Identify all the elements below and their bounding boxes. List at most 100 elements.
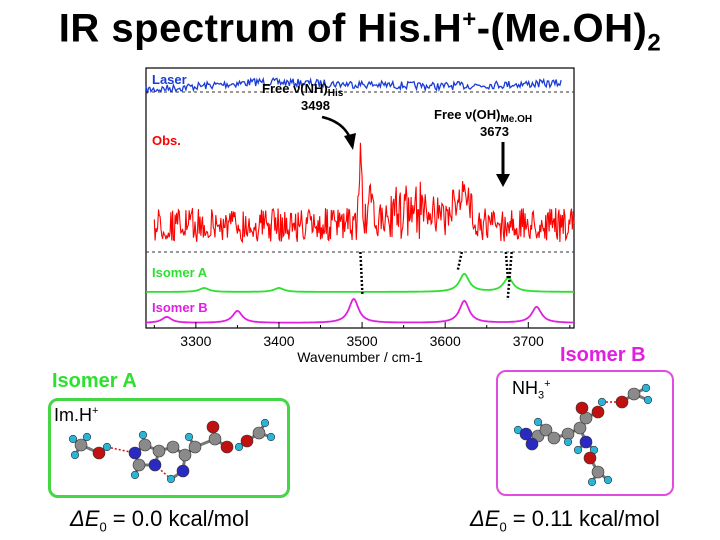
mol-b-atom-11 (579, 435, 593, 449)
annotation-nh-sub: His (328, 88, 344, 99)
mol-a-atom-8 (138, 430, 148, 440)
mol-b-atom-5 (547, 431, 561, 445)
mol-b-atom-4 (539, 423, 553, 437)
isomer-b-panel: NH3+ (496, 370, 674, 496)
mol-a-atom-12 (130, 470, 140, 480)
correlation-line-0 (359, 251, 364, 296)
isomer-a-title: Isomer A (52, 370, 137, 392)
mol-a-atom-19 (176, 464, 190, 478)
mol-b-atom-21 (603, 475, 613, 485)
mol-a-atom-1 (68, 434, 78, 444)
mol-a-atom-5 (102, 442, 112, 452)
panel-dividers (146, 91, 574, 253)
mol-a-atom-17 (206, 420, 220, 434)
isomer-b-group-label: NH3+ (512, 378, 551, 402)
series-label-obs: Obs. (152, 133, 181, 148)
isomer-b-title: Isomer B (560, 344, 646, 366)
mol-b-atom-15 (615, 395, 629, 409)
x-axis-ticks: 3300 3400 3500 3600 3700 (153, 322, 571, 349)
mol-a-atom-9 (152, 444, 166, 458)
isomer-b-energy-sub: 0 (499, 519, 507, 535)
mol-a-atom-22 (240, 434, 254, 448)
isomer-a-energy-value: = 0.0 kcal/mol (106, 506, 250, 531)
x-tick-label-3700: 3700 (513, 333, 544, 349)
mol-a-atom-25 (266, 432, 276, 442)
isomer-a-group-label: Im.H+ (54, 405, 98, 426)
laser-trace (145, 76, 562, 94)
annotation-nh-value: 3498 (301, 98, 330, 113)
mol-b-atom-23 (533, 417, 543, 427)
isomer-b-trace (146, 297, 574, 324)
page-title: IR spectrum of His.H+-(Me.OH)2 (0, 6, 720, 57)
mol-a-atom-3 (82, 432, 92, 442)
mol-a-atom-11 (132, 458, 146, 472)
isomer-b-energy: ΔE0 = 0.11 kcal/mol (470, 506, 660, 534)
annotation-free-nh: Free ν(NH)His 3498 (262, 81, 356, 150)
mol-a-atom-15 (188, 440, 202, 454)
mol-a-atom-13 (166, 440, 180, 454)
title-middle: -(Me.OH) (476, 6, 648, 51)
isomer-a-panel: Im.H+ (48, 398, 290, 498)
correlation-line-2 (504, 251, 510, 279)
isomer-a-label: Im.H (54, 405, 92, 425)
x-tick-label-3600: 3600 (430, 333, 461, 349)
isomer-b-charge: + (544, 378, 551, 390)
correlation-line-3 (506, 251, 513, 301)
mol-b-atom-7 (573, 421, 587, 435)
mol-b-atom-16 (627, 387, 641, 401)
isomer-b-energy-prefix: ΔE (470, 506, 500, 531)
isomer-b-structure (513, 383, 653, 487)
mol-a-atom-26 (234, 442, 244, 452)
x-axis-label: Wavenumber / cm-1 (297, 349, 423, 365)
isomer-a-energy: ΔE0 = 0.0 kcal/mol (70, 506, 249, 534)
isomer-a-trace (146, 272, 574, 293)
isomer-b-label-sub: 3 (538, 389, 545, 402)
mol-b-atom-13 (573, 445, 583, 455)
mol-a-atom-2 (70, 450, 80, 460)
mol-a-hbond-0 (106, 446, 136, 454)
annotation-oh-sub: Me.OH (500, 114, 532, 125)
mol-b-atom-22 (587, 477, 597, 487)
mol-a-atom-6 (128, 446, 142, 460)
mol-a-atom-20 (166, 474, 176, 484)
title-charge: + (462, 6, 477, 33)
x-tick-label-3500: 3500 (346, 333, 377, 349)
isomer-b-energy-value: = 0.11 kcal/mol (506, 506, 660, 531)
mol-b-atom-20 (591, 465, 605, 479)
x-tick-label-3400: 3400 (263, 333, 294, 349)
isomer-a-charge: + (92, 405, 99, 417)
annotation-nh-label: Free ν(NH) (262, 81, 328, 96)
isomer-a-energy-prefix: ΔE (70, 506, 100, 531)
mol-a-atom-21 (184, 432, 194, 442)
isomer-b-label: NH (512, 378, 538, 398)
mol-a-atom-14 (178, 448, 192, 462)
spectra-layer (145, 76, 575, 324)
annotation-free-oh: Free ν(OH)Me.OH 3673 (434, 107, 532, 187)
mol-b-atom-3 (525, 437, 539, 451)
mol-a-atom-23 (252, 426, 266, 440)
correlation-line-1 (456, 251, 464, 271)
mol-a-atom-0 (74, 438, 88, 452)
mol-a-atom-4 (92, 446, 106, 460)
mol-b-atom-1 (519, 427, 533, 441)
isomer-a-energy-sub: 0 (99, 519, 107, 535)
mol-a-atom-16 (208, 432, 222, 446)
series-label-isomer-b: Isomer B (152, 300, 208, 315)
series-label-isomer-a: Isomer A (152, 265, 208, 280)
mol-b-atom-24 (563, 437, 573, 447)
isomer-a-structure (68, 418, 276, 484)
x-tick-label-3300: 3300 (180, 333, 211, 349)
mol-a-atom-7 (138, 438, 152, 452)
series-label-laser: Laser (152, 72, 187, 87)
svg-text:Free ν(NH)His: Free ν(NH)His (262, 81, 344, 99)
observed-trace (153, 142, 575, 244)
mol-b-atom-19 (583, 451, 597, 465)
title-count: 2 (647, 29, 662, 57)
mol-b-atom-14 (597, 397, 607, 407)
annotation-oh-arrowhead (496, 174, 510, 187)
mol-a-atom-18 (220, 440, 234, 454)
mol-b-atom-10 (591, 405, 605, 419)
title-main: IR spectrum of His.H (58, 6, 463, 51)
annotation-oh-value: 3673 (480, 124, 509, 139)
